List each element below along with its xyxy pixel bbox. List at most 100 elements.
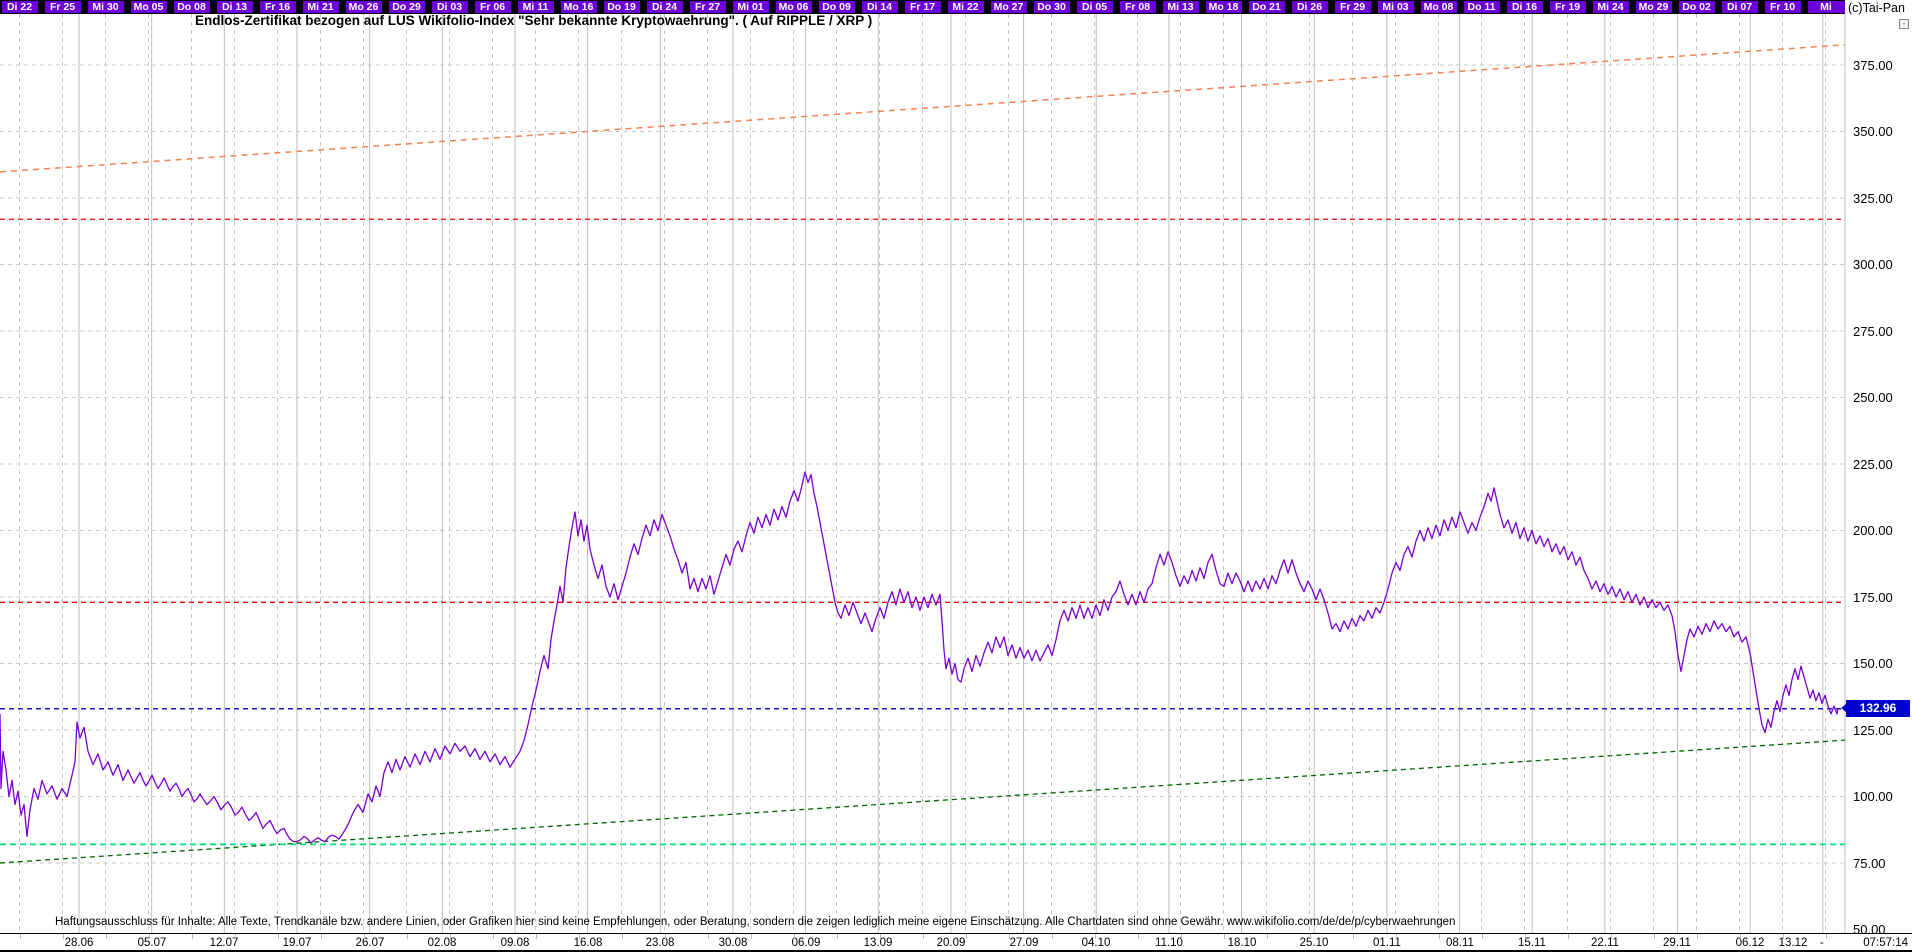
top-date-label: Mo 18 bbox=[1205, 1, 1242, 13]
bottom-date-label: 06.09 bbox=[791, 937, 821, 949]
y-axis-label: 225.00 bbox=[1853, 456, 1893, 472]
top-date-label: Mo 06 bbox=[775, 1, 812, 13]
bottom-date-label: 27.09 bbox=[1009, 937, 1039, 949]
bottom-axis-tick bbox=[1137, 934, 1139, 939]
bottom-date-label: 28.06 bbox=[64, 937, 94, 949]
top-date-label: Mi 22 bbox=[947, 1, 984, 13]
bottom-axis-tick bbox=[1395, 934, 1397, 939]
bottom-axis-tick bbox=[148, 934, 150, 939]
axis-separator: - bbox=[1820, 937, 1824, 949]
last-price-badge: 132.96 bbox=[1841, 700, 1910, 718]
bottom-axis-tick bbox=[621, 934, 623, 939]
top-date-label: Do 08 bbox=[173, 1, 210, 13]
top-date-label: Fr 08 bbox=[1119, 1, 1156, 13]
top-date-label: Mo 05 bbox=[130, 1, 167, 13]
top-date-label: Di 24 bbox=[646, 1, 683, 13]
bottom-axis-tick bbox=[922, 934, 924, 939]
bottom-date-label: 30.08 bbox=[718, 937, 748, 949]
bottom-axis-tick bbox=[1610, 934, 1612, 939]
bottom-axis-tick bbox=[1696, 934, 1698, 939]
bottom-date-label: 15.11 bbox=[1518, 937, 1546, 949]
bottom-axis-tick bbox=[707, 934, 709, 939]
top-date-label: Mo 08 bbox=[1420, 1, 1457, 13]
y-axis-label: 75.00 bbox=[1853, 855, 1886, 871]
top-date-label: Mo 26 bbox=[345, 1, 382, 13]
top-date-label: Fr 06 bbox=[474, 1, 511, 13]
bottom-axis-tick bbox=[1782, 934, 1784, 939]
y-axis-label: 375.00 bbox=[1853, 57, 1893, 73]
bottom-axis-tick bbox=[750, 934, 752, 939]
clock-label: 07:57:14 bbox=[1863, 937, 1908, 949]
bottom-axis-tick bbox=[879, 934, 881, 939]
y-axis-label: 100.00 bbox=[1853, 789, 1893, 804]
top-date-axis: Di 22 Fr 25 Mi 30 Mo 05 Do 08 Di 13 Fr 16 Mi 21… bbox=[0, 0, 1845, 14]
bottom-date-label: 11.10 bbox=[1155, 937, 1183, 949]
bottom-axis-tick bbox=[1051, 934, 1053, 939]
bottom-axis-tick bbox=[1524, 934, 1526, 939]
price-line bbox=[0, 471, 1839, 844]
bottom-axis-tick bbox=[191, 934, 193, 939]
y-axis-label: 150.00 bbox=[1853, 656, 1893, 671]
top-date-label: Fr 25 bbox=[44, 1, 81, 13]
bottom-date-label: 13.12 bbox=[1778, 937, 1808, 949]
bottom-date-label: 05.07 bbox=[137, 937, 167, 949]
y-axis-label: 175.00 bbox=[1853, 589, 1893, 605]
bottom-axis-tick bbox=[19, 934, 21, 939]
bottom-axis-tick bbox=[793, 934, 795, 939]
top-date-label: Di 05 bbox=[1076, 1, 1113, 13]
bottom-axis-tick bbox=[1481, 934, 1483, 939]
bottom-axis-tick bbox=[1223, 934, 1225, 939]
bottom-date-axis: - 07:57:14 28.06 05.07 12.07 19.07 26.07 02.0… bbox=[0, 933, 1912, 952]
bottom-date-label: 20.09 bbox=[936, 937, 966, 949]
top-date-label: Do 21 bbox=[1248, 1, 1285, 13]
bottom-axis-tick bbox=[105, 934, 107, 939]
bottom-axis-tick bbox=[1567, 934, 1569, 939]
top-date-label: Fr 19 bbox=[1549, 1, 1586, 13]
bottom-date-label: 02.08 bbox=[427, 937, 457, 949]
bottom-axis-tick bbox=[234, 934, 236, 939]
bottom-date-label: 23.08 bbox=[645, 937, 675, 949]
top-date-label: Fr 16 bbox=[259, 1, 296, 13]
bottom-date-label: 16.08 bbox=[573, 937, 603, 949]
y-axis-label: 300.00 bbox=[1853, 257, 1893, 272]
bottom-axis-tick bbox=[1008, 934, 1010, 939]
bottom-date-label: 12.07 bbox=[209, 937, 239, 949]
top-date-label: Di 22 bbox=[1, 1, 38, 13]
copyright-label: (c)Tai-Pan bbox=[1848, 1, 1905, 15]
bottom-date-label: 09.08 bbox=[500, 937, 530, 949]
bottom-date-label: 22.11 bbox=[1591, 937, 1619, 949]
top-date-label: Mo 27 bbox=[990, 1, 1027, 13]
bottom-axis-tick bbox=[1094, 934, 1096, 939]
bottom-axis-tick bbox=[62, 934, 64, 939]
bottom-axis-tick bbox=[320, 934, 322, 939]
top-date-label: Di 03 bbox=[431, 1, 468, 13]
bottom-axis-tick bbox=[1352, 934, 1354, 939]
trend-line-lower-channel bbox=[0, 739, 1846, 864]
bottom-axis-tick bbox=[277, 934, 279, 939]
bottom-date-label: 18.10 bbox=[1227, 937, 1257, 949]
top-date-label: Do 30 bbox=[1033, 1, 1070, 13]
y-axis-label: 275.00 bbox=[1853, 323, 1893, 339]
top-date-label: Di 26 bbox=[1291, 1, 1328, 13]
bottom-date-label: 08.11 bbox=[1446, 937, 1474, 949]
bottom-axis-tick bbox=[664, 934, 666, 939]
bottom-axis-tick bbox=[1180, 934, 1182, 939]
bottom-axis-tick bbox=[836, 934, 838, 939]
trend-line-upper-channel bbox=[0, 44, 1846, 173]
bottom-axis-tick bbox=[1438, 934, 1440, 939]
top-date-label: Mo 29 bbox=[1635, 1, 1672, 13]
minimize-icon[interactable]: - bbox=[1899, 19, 1909, 29]
bottom-date-label: 19.07 bbox=[282, 937, 312, 949]
top-date-label: Di 14 bbox=[861, 1, 898, 13]
top-date-label: Fr 27 bbox=[689, 1, 726, 13]
y-axis-label: 200.00 bbox=[1853, 523, 1893, 538]
bottom-date-label: 06.12 bbox=[1735, 937, 1765, 949]
y-axis-label: 350.00 bbox=[1853, 124, 1893, 139]
bottom-date-label: 04.10 bbox=[1081, 937, 1111, 949]
top-date-label: Di 13 bbox=[216, 1, 253, 13]
chart-title: Endlos-Zertifikat bezogen auf LUS Wikifo… bbox=[195, 13, 873, 28]
top-date-label: Fr 17 bbox=[904, 1, 941, 13]
top-date-label: Mi 21 bbox=[302, 1, 339, 13]
top-date-label: Do 29 bbox=[388, 1, 425, 13]
